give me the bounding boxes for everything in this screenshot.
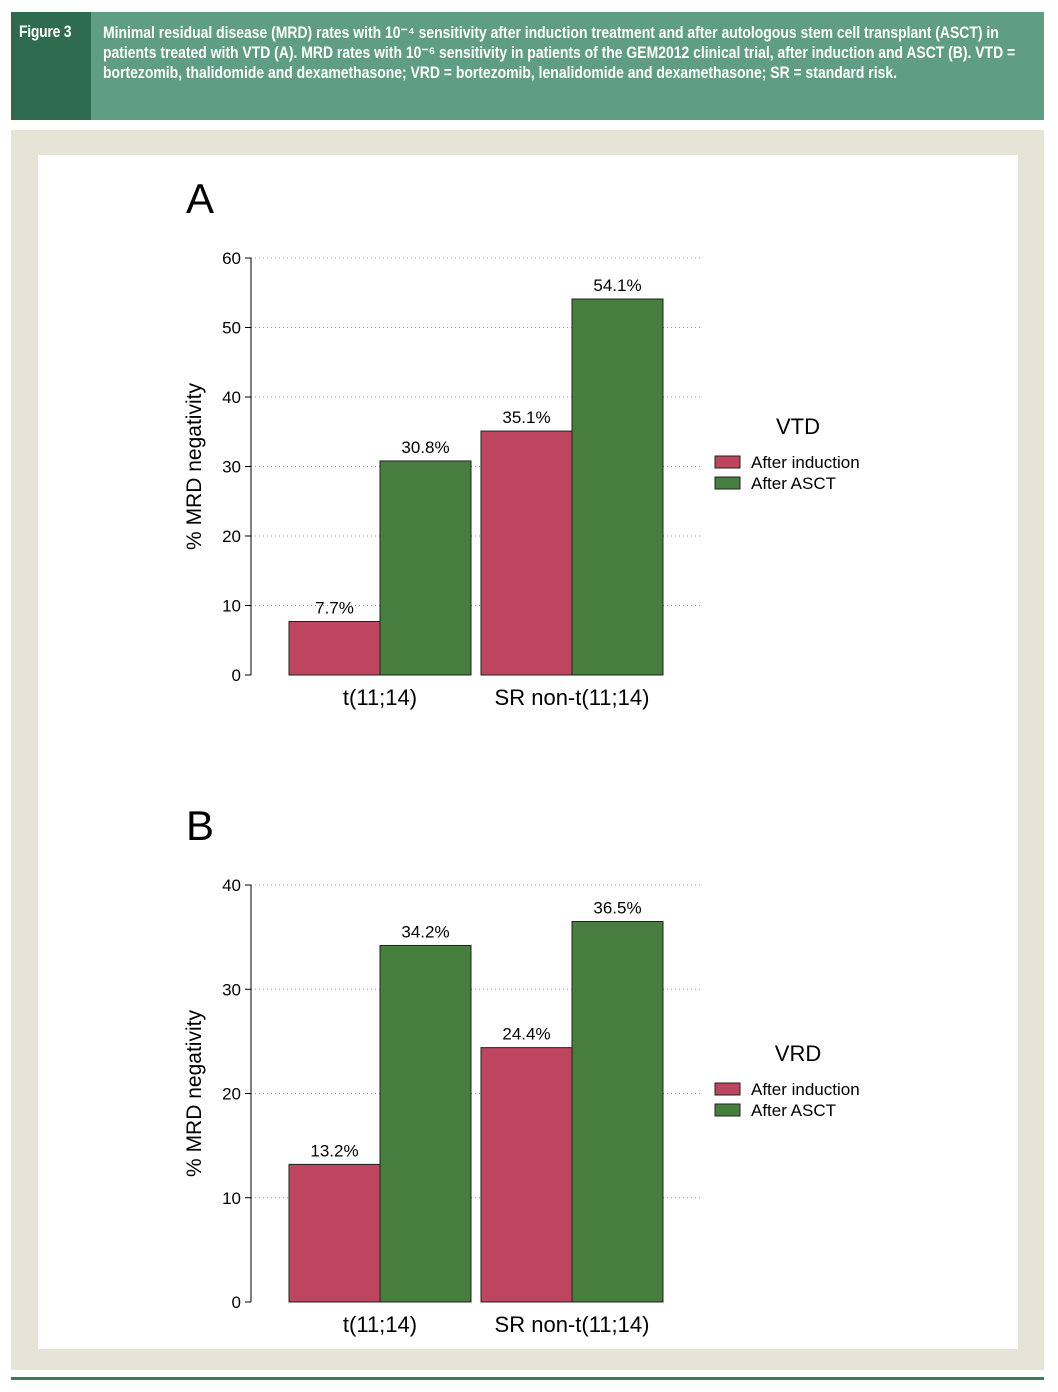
figure-caption: Minimal residual disease (MRD) rates wit… bbox=[103, 23, 1016, 82]
panel-a-category-label: SR non-t(11;14) bbox=[495, 685, 650, 710]
bottom-rule bbox=[11, 1377, 1044, 1380]
panel-a-ytick-label: 40 bbox=[222, 388, 241, 407]
panel-b-category-label: t(11;14) bbox=[343, 1312, 417, 1337]
panel-a-legend-swatch bbox=[714, 476, 741, 490]
panel-a-bar bbox=[480, 430, 573, 676]
panel-b-bar bbox=[288, 1163, 381, 1303]
panel-a-data-label: 30.8% bbox=[401, 438, 449, 457]
panel-a-ytick-label: 0 bbox=[232, 666, 241, 685]
panel-a-ylabel: % MRD negativity bbox=[183, 383, 206, 550]
panel-b-ylabel: % MRD negativity bbox=[183, 1010, 206, 1177]
panel-b-legend-label: After induction bbox=[751, 1080, 860, 1099]
panel-b-data-label: 24.4% bbox=[502, 1025, 550, 1044]
panel-a-data-label: 35.1% bbox=[502, 408, 550, 427]
panel-a-bar bbox=[288, 620, 381, 676]
charts-svg: A 0 10 20 30 40 50 60 % MRD negativity 7.7% 35.1% 3… bbox=[183, 175, 860, 1337]
panel-a-bar bbox=[571, 298, 664, 676]
figure-label: Figure 3 bbox=[19, 22, 72, 41]
panel-b-bar bbox=[571, 920, 664, 1303]
panel-b-data-label: 36.5% bbox=[593, 898, 641, 917]
panel-b-ytick-label: 20 bbox=[222, 1085, 241, 1104]
panel-b-legend-title: VRD bbox=[775, 1041, 821, 1066]
panel-a-data-label: 54.1% bbox=[593, 276, 641, 295]
panel-b-legend-label: After ASCT bbox=[751, 1101, 836, 1120]
panel-b-legend-swatch bbox=[714, 1103, 741, 1117]
panel-b-ytick-label: 0 bbox=[232, 1293, 241, 1312]
chart-panel: A 0 10 20 30 40 50 60 % MRD negativity 7.7% 35.1% 3… bbox=[38, 155, 1018, 1349]
panel-a-letter: A bbox=[186, 175, 214, 222]
panel-a-ytick-label: 10 bbox=[222, 597, 241, 616]
panel-a-ytick-label: 60 bbox=[222, 249, 241, 268]
panel-b-bar bbox=[480, 1047, 573, 1303]
panel-b-ytick-label: 40 bbox=[222, 876, 241, 895]
figure-header: Figure 3 Minimal residual disease (MRD) … bbox=[11, 12, 1044, 120]
panel-b-ytick-label: 10 bbox=[222, 1189, 241, 1208]
panel-a-legend-swatch bbox=[714, 455, 741, 469]
panel-b-bar bbox=[379, 944, 472, 1303]
panel-b-category-label: SR non-t(11;14) bbox=[495, 1312, 650, 1337]
panel-a-legend-label: After induction bbox=[751, 453, 860, 472]
panel-a-legend-label: After ASCT bbox=[751, 474, 836, 493]
panel-b-data-label: 34.2% bbox=[401, 922, 449, 941]
panel-b-legend-swatch bbox=[714, 1082, 741, 1096]
panel-a-ytick-label: 50 bbox=[222, 319, 241, 338]
panel-b-ytick-label: 30 bbox=[222, 980, 241, 999]
panel-a-ytick-label: 30 bbox=[222, 458, 241, 477]
figure-label-box: Figure 3 bbox=[11, 12, 91, 120]
panel-a-data-label: 7.7% bbox=[315, 598, 354, 617]
panel-a-bar bbox=[379, 460, 472, 676]
panel-a-legend-title: VTD bbox=[776, 414, 820, 439]
panel-b-letter: B bbox=[186, 802, 214, 849]
panel-b-data-label: 13.2% bbox=[310, 1141, 358, 1160]
panel-a-ytick-label: 20 bbox=[222, 527, 241, 546]
panel-a-category-label: t(11;14) bbox=[343, 685, 417, 710]
